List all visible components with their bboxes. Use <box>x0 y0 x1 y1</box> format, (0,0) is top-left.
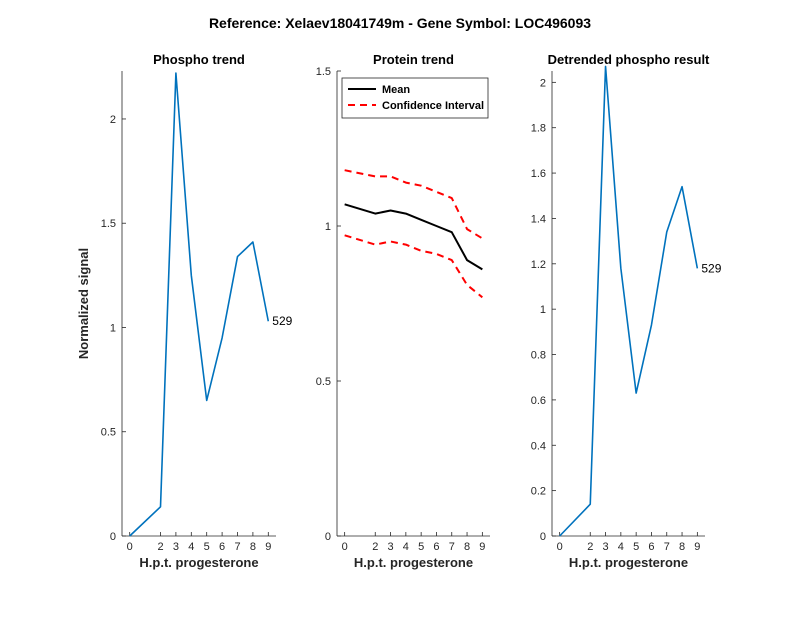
x-tick-label: 3 <box>602 541 608 553</box>
x-tick-label: 0 <box>342 541 348 553</box>
x-tick-label: 9 <box>265 541 271 553</box>
y-axis-label: Normalized signal <box>76 248 91 359</box>
y-tick-label: 0 <box>325 531 331 543</box>
x-axis-label: H.p.t. progesterone <box>569 555 688 570</box>
subplot-title: Phospho trend <box>153 52 245 67</box>
series-line-line-1 <box>129 72 270 537</box>
y-tick-label: 0.8 <box>531 350 546 362</box>
x-tick-label: 8 <box>464 541 470 553</box>
y-tick-label: 1 <box>325 221 331 233</box>
x-tick-label: 2 <box>587 541 593 553</box>
series-line-line-1 <box>559 65 699 537</box>
y-tick-label: 2 <box>110 114 116 126</box>
x-tick-label: 5 <box>633 541 639 553</box>
x-tick-label: 2 <box>157 541 163 553</box>
x-tick-label: 0 <box>127 541 133 553</box>
legend-box <box>341 77 489 119</box>
x-tick-label: 7 <box>664 541 670 553</box>
x-tick-label: 3 <box>173 541 179 553</box>
x-tick-label: 5 <box>204 541 210 553</box>
x-tick-label: 0 <box>557 541 563 553</box>
y-tick-label: 0 <box>540 531 546 543</box>
x-tick-label: 2 <box>372 541 378 553</box>
y-tick-label: 0 <box>110 531 116 543</box>
x-tick-label: 6 <box>648 541 654 553</box>
legend-entry-label: Confidence Interval <box>382 100 484 112</box>
x-tick-label: 3 <box>387 541 393 553</box>
x-tick-label: 8 <box>250 541 256 553</box>
y-tick-label: 1.5 <box>101 218 116 230</box>
x-tick-label: 4 <box>618 541 624 553</box>
x-tick-label: 7 <box>234 541 240 553</box>
x-tick-label: 9 <box>694 541 700 553</box>
legend-entry-label: Mean <box>382 84 410 96</box>
y-tick-label: 2 <box>540 77 546 89</box>
x-axis-label: H.p.t. progesterone <box>354 555 473 570</box>
x-tick-label: 8 <box>679 541 685 553</box>
y-tick-label: 1.4 <box>531 213 546 225</box>
series-end-annotation: 529 <box>701 261 721 275</box>
x-tick-label: 4 <box>403 541 409 553</box>
x-tick-label: 6 <box>219 541 225 553</box>
y-tick-label: 1.8 <box>531 123 546 135</box>
subplot-3: 0 2 3 4 5 6 7 8 900.20.40.60.811.21.41.61.82Detr… <box>531 52 722 570</box>
x-axis-label: H.p.t. progesterone <box>139 555 258 570</box>
subplot-title: Detrended phospho result <box>548 52 710 67</box>
series-line-mean <box>344 203 483 271</box>
x-tick-label: 6 <box>433 541 439 553</box>
y-tick-label: 1.6 <box>531 168 546 180</box>
subplot-2: 0 2 3 4 5 6 7 8 9 0 0.5 1 1.5 Protein trend H.p.t. pro… <box>316 52 490 570</box>
series-line-confidence-interval <box>344 169 483 240</box>
x-tick-label: 4 <box>188 541 194 553</box>
subplot-title: Protein trend <box>373 52 454 67</box>
y-tick-label: 1.2 <box>531 259 546 271</box>
y-tick-label: 0.6 <box>531 395 546 407</box>
y-tick-label: 0.2 <box>531 486 546 498</box>
y-tick-label: 0.5 <box>316 376 331 388</box>
series-line-line-3 <box>344 234 483 299</box>
figure-title: Reference: Xelaev18041749m - Gene Symbol… <box>209 15 591 31</box>
y-tick-label: 1.5 <box>316 66 331 78</box>
y-tick-label: 1 <box>540 304 546 316</box>
y-tick-label: 0.4 <box>531 440 546 452</box>
x-tick-label: 9 <box>479 541 485 553</box>
legend: Mean Confidence Interval <box>341 77 489 119</box>
series-end-annotation: 529 <box>272 314 292 328</box>
y-tick-label: 1 <box>110 322 116 334</box>
x-tick-label: 7 <box>449 541 455 553</box>
x-tick-label: 5 <box>418 541 424 553</box>
y-tick-label: 0.5 <box>101 427 116 439</box>
